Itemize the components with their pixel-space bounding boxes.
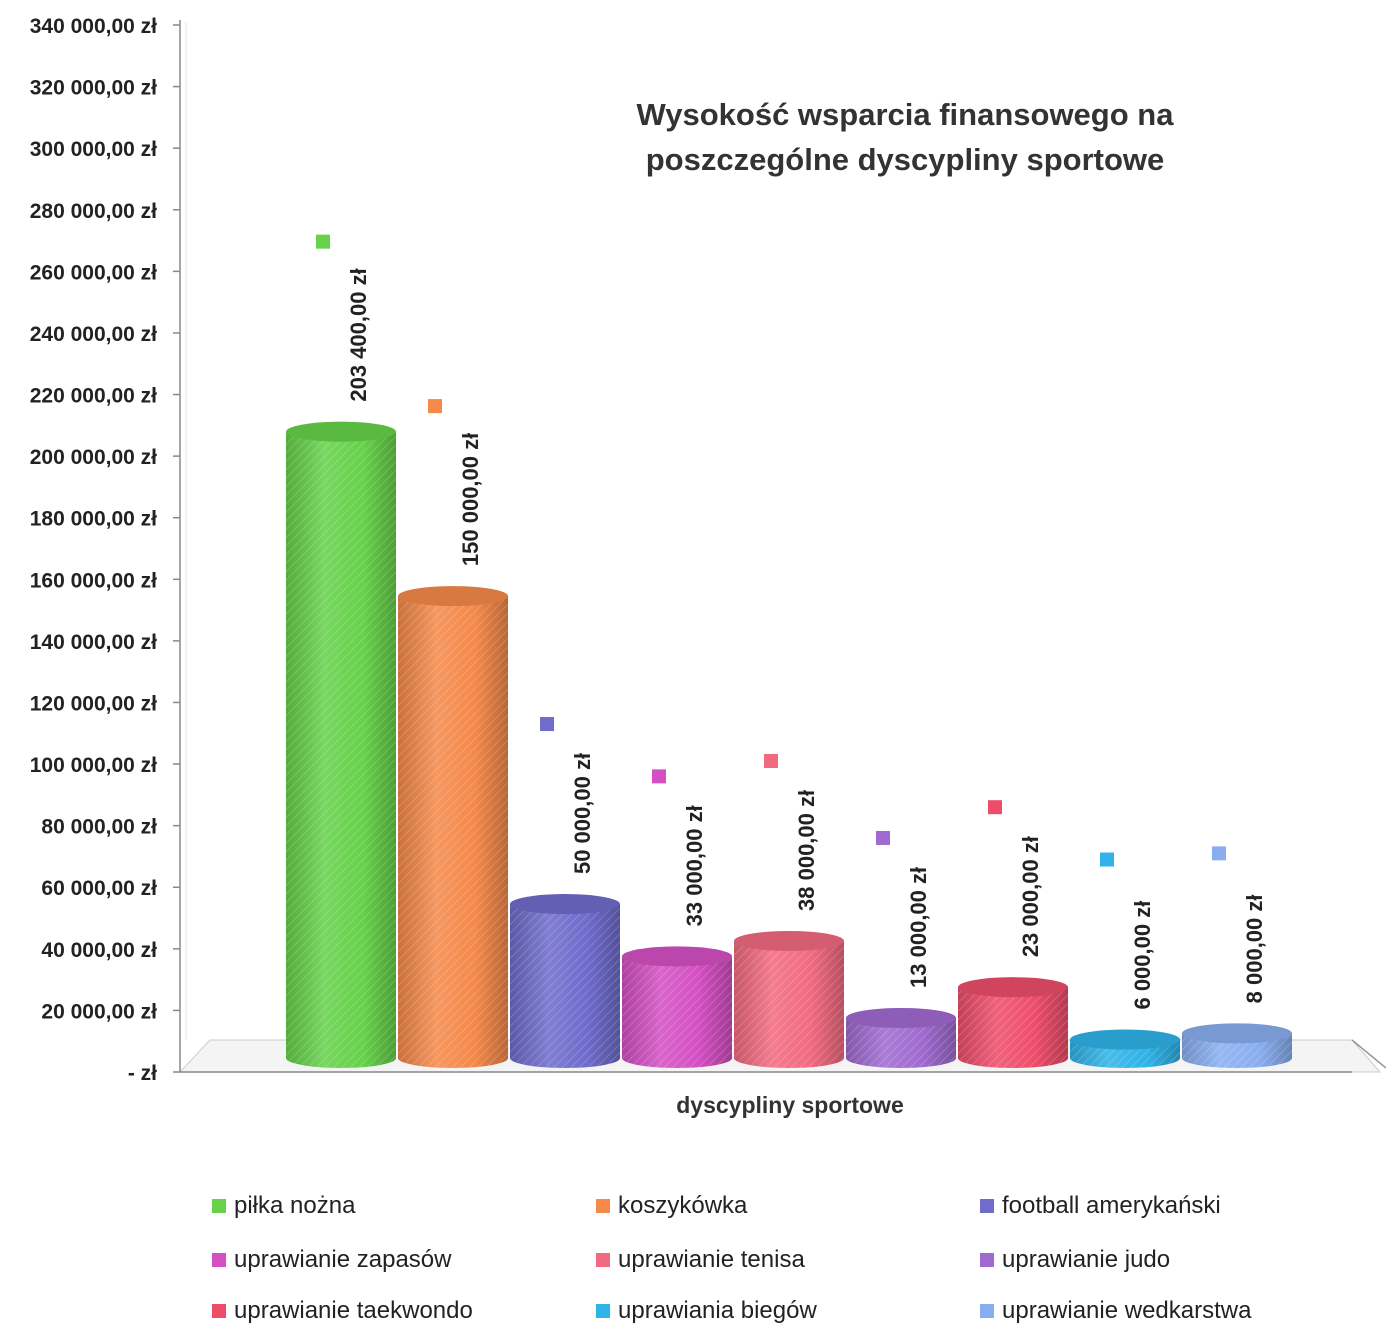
bar-top	[1182, 1023, 1292, 1044]
legend-item: uprawianie tenisa	[596, 1246, 805, 1274]
data-label: 50 000,00 zł	[570, 753, 595, 874]
bar-texture	[958, 987, 1068, 1068]
data-label: 6 000,00 zł	[1130, 901, 1155, 1010]
y-tick-label: 200 000,00 zł	[30, 446, 157, 469]
series-marker	[540, 717, 554, 732]
legend-item: uprawiania biegów	[596, 1297, 817, 1325]
legend-item: uprawianie taekwondo	[212, 1297, 473, 1325]
bar-texture	[286, 431, 396, 1068]
legend-item: piłka nożna	[212, 1192, 355, 1220]
legend-label: piłka nożna	[234, 1192, 356, 1219]
series-marker	[428, 399, 442, 414]
series-marker	[988, 800, 1002, 815]
legend-swatch	[980, 1199, 994, 1213]
series-marker	[1100, 852, 1114, 867]
series-marker	[876, 830, 890, 845]
series-marker	[1212, 846, 1226, 861]
y-tick-label: - zł	[128, 1062, 157, 1085]
legend-swatch	[980, 1304, 994, 1318]
legend-swatch	[596, 1304, 610, 1318]
bar-texture	[846, 1017, 956, 1068]
bar-top	[622, 946, 732, 967]
data-label: 203 400,00 zł	[346, 268, 371, 401]
bar-texture	[510, 904, 620, 1068]
series-marker	[316, 234, 330, 249]
legend-item: uprawianie judo	[980, 1246, 1170, 1274]
legend-swatch	[596, 1253, 610, 1267]
legend-label: koszykówka	[618, 1192, 748, 1219]
y-tick-label: 20 000,00 zł	[41, 1000, 157, 1023]
y-tick-label: 120 000,00 zł	[30, 692, 157, 715]
chart-title-line-1: Wysokość wsparcia finansowego na	[636, 97, 1174, 132]
y-tick-label: 240 000,00 zł	[30, 323, 157, 346]
chart-title-line-2: poszczególne dyscypliny sportowe	[645, 142, 1165, 177]
legend-swatch	[980, 1253, 994, 1267]
bar-top	[1070, 1029, 1180, 1050]
bar-top	[846, 1007, 956, 1028]
legend-item: uprawianie wedkarstwa	[980, 1297, 1251, 1325]
y-tick-label: 80 000,00 zł	[41, 816, 157, 839]
legend-swatch	[212, 1199, 226, 1213]
data-label: 150 000,00 zł	[458, 433, 483, 566]
legend-swatch	[212, 1304, 226, 1318]
y-tick-label: 100 000,00 zł	[30, 754, 157, 777]
y-tick-label: 160 000,00 zł	[30, 569, 157, 592]
y-tick-label: 180 000,00 zł	[30, 508, 157, 531]
data-label: 8 000,00 zł	[1242, 894, 1267, 1003]
y-tick-label: 140 000,00 zł	[30, 631, 157, 654]
bar-top	[734, 930, 844, 951]
bar-texture	[398, 596, 508, 1068]
floor-edge	[1351, 1039, 1386, 1069]
bar-top	[958, 977, 1068, 998]
bar-top	[398, 586, 508, 607]
y-tick-label: 320 000,00 zł	[30, 77, 157, 100]
y-tick-label: 220 000,00 zł	[30, 385, 157, 408]
bar-texture	[622, 956, 732, 1068]
data-label: 33 000,00 zł	[682, 805, 707, 926]
legend-swatch	[596, 1199, 610, 1213]
data-label: 23 000,00 zł	[1018, 836, 1043, 957]
y-tick-label: 340 000,00 zł	[30, 15, 157, 38]
chart-title: Wysokość wsparcia finansowego na poszcze…	[560, 92, 1250, 182]
series-marker	[764, 753, 778, 768]
x-axis-title: dyscypliny sportowe	[676, 1092, 904, 1118]
legend-label: uprawiania biegów	[618, 1297, 817, 1324]
data-label: 38 000,00 zł	[794, 790, 819, 911]
y-tick-label: 60 000,00 zł	[41, 877, 157, 900]
legend-label: football amerykański	[1002, 1192, 1221, 1219]
legend-swatch	[212, 1253, 226, 1267]
bar-texture	[734, 940, 844, 1068]
legend-label: uprawianie wedkarstwa	[1002, 1297, 1252, 1324]
y-tick-label: 40 000,00 zł	[41, 939, 157, 962]
legend-label: uprawianie zapasów	[234, 1246, 452, 1273]
legend-label: uprawianie taekwondo	[234, 1297, 473, 1324]
series-marker	[652, 769, 666, 784]
legend-item: football amerykański	[980, 1192, 1221, 1220]
data-label: 13 000,00 zł	[906, 867, 931, 988]
bar-top	[286, 421, 396, 442]
legend-item: koszykówka	[596, 1192, 747, 1220]
bar-top	[510, 894, 620, 915]
y-tick-label: 260 000,00 zł	[30, 261, 157, 284]
legend-label: uprawianie judo	[1002, 1246, 1171, 1273]
legend-item: uprawianie zapasów	[212, 1246, 451, 1274]
legend-label: uprawianie tenisa	[618, 1246, 805, 1273]
y-tick-label: 300 000,00 zł	[30, 138, 157, 161]
y-tick-label: 280 000,00 zł	[30, 200, 157, 223]
